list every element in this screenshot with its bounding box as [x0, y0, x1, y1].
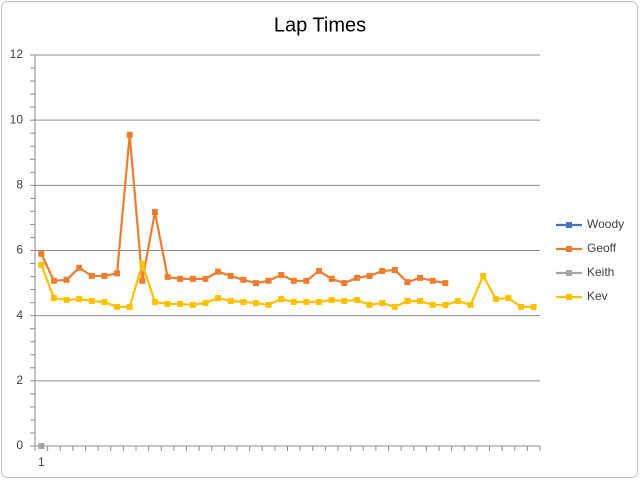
- point-marker: [50, 277, 57, 284]
- point-marker: [50, 295, 57, 302]
- point-marker: [328, 297, 335, 304]
- point-marker: [429, 277, 436, 284]
- point-marker: [240, 298, 247, 305]
- point-marker: [404, 298, 411, 305]
- point-marker: [454, 298, 461, 305]
- point-marker: [417, 298, 424, 305]
- point-marker: [177, 300, 184, 307]
- point-marker: [63, 276, 70, 283]
- legend-marker: [566, 222, 572, 228]
- point-marker: [139, 260, 146, 267]
- y-tick-label: 0: [16, 438, 23, 452]
- point-marker: [290, 277, 297, 284]
- point-marker: [278, 296, 285, 303]
- point-marker: [202, 275, 209, 282]
- point-marker: [252, 299, 259, 306]
- legend-label: Geoff: [587, 241, 617, 255]
- point-marker: [530, 303, 537, 310]
- point-marker: [164, 273, 171, 280]
- point-marker: [265, 301, 272, 308]
- point-marker: [189, 275, 196, 282]
- point-marker: [391, 303, 398, 310]
- point-marker: [353, 274, 360, 281]
- point-marker: [278, 271, 285, 278]
- point-marker: [316, 298, 323, 305]
- point-marker: [505, 295, 512, 302]
- point-marker: [76, 264, 83, 271]
- point-marker: [366, 301, 373, 308]
- y-tick-label: 10: [10, 112, 24, 126]
- y-tick-label: 8: [16, 178, 23, 192]
- point-marker: [492, 296, 499, 303]
- point-marker: [353, 297, 360, 304]
- point-marker: [139, 277, 146, 284]
- point-marker: [442, 280, 449, 287]
- point-marker: [88, 272, 95, 279]
- point-marker: [215, 268, 222, 275]
- point-marker: [265, 277, 272, 284]
- legend-marker: [566, 246, 572, 252]
- point-marker: [126, 303, 133, 310]
- point-marker: [38, 443, 45, 449]
- chart-title: Lap Times: [274, 14, 366, 36]
- point-marker: [227, 298, 234, 305]
- y-tick-label: 6: [16, 243, 23, 257]
- point-marker: [88, 298, 95, 305]
- y-tick-label: 12: [10, 47, 24, 61]
- point-marker: [290, 298, 297, 305]
- point-marker: [202, 299, 209, 306]
- point-marker: [404, 279, 411, 286]
- point-marker: [252, 280, 259, 287]
- point-marker: [442, 301, 449, 308]
- point-marker: [417, 274, 424, 281]
- point-marker: [38, 261, 45, 268]
- point-marker: [151, 298, 158, 305]
- point-marker: [467, 301, 474, 308]
- legend-label: Kev: [587, 289, 608, 303]
- point-marker: [366, 272, 373, 279]
- legend-label: Keith: [587, 265, 614, 279]
- point-marker: [101, 298, 108, 305]
- x-tick-label: 1: [38, 455, 45, 469]
- point-marker: [126, 131, 133, 138]
- point-marker: [341, 298, 348, 305]
- point-marker: [76, 296, 83, 303]
- point-marker: [114, 270, 121, 277]
- point-marker: [316, 268, 323, 275]
- series-line: [40, 260, 534, 309]
- point-marker: [215, 295, 222, 302]
- point-marker: [227, 272, 234, 279]
- point-marker: [429, 301, 436, 308]
- point-marker: [480, 272, 487, 279]
- point-marker: [303, 277, 310, 284]
- point-marker: [379, 268, 386, 275]
- point-marker: [328, 275, 335, 282]
- point-marker: [164, 300, 171, 307]
- point-marker: [189, 301, 196, 308]
- point-marker: [341, 280, 348, 287]
- point-marker: [379, 299, 386, 306]
- y-tick-label: 2: [16, 373, 23, 387]
- point-marker: [101, 272, 108, 279]
- point-marker: [177, 275, 184, 282]
- point-marker: [38, 250, 45, 257]
- y-tick-label: 4: [16, 308, 23, 322]
- point-marker: [114, 303, 121, 310]
- legend-marker: [566, 270, 572, 276]
- point-marker: [151, 209, 158, 216]
- legend-marker: [566, 294, 572, 300]
- legend-label: Woody: [587, 217, 624, 231]
- chart-border: [1, 1, 638, 478]
- point-marker: [240, 276, 247, 283]
- point-marker: [391, 267, 398, 274]
- point-marker: [518, 303, 525, 310]
- point-marker: [303, 298, 310, 305]
- point-marker: [63, 297, 70, 304]
